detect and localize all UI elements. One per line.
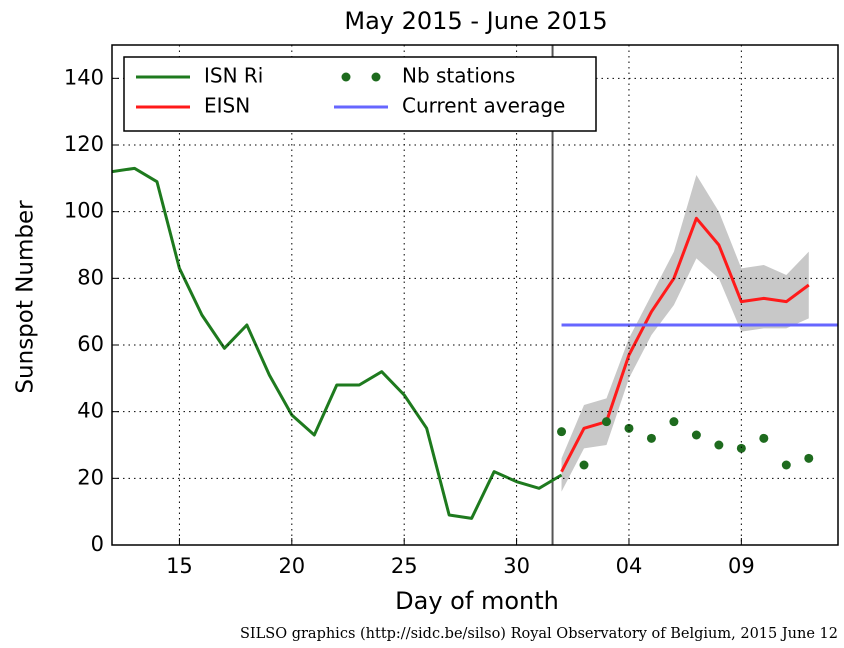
uncertainty-band bbox=[561, 175, 809, 492]
series-line bbox=[112, 166, 563, 520]
plot bbox=[112, 45, 838, 545]
series-dot bbox=[714, 440, 724, 450]
x-tick-label: 25 bbox=[391, 554, 418, 578]
series-dot bbox=[601, 417, 611, 427]
series-dot bbox=[579, 460, 589, 470]
series-dot bbox=[759, 433, 769, 443]
legend-label: Nb stations bbox=[402, 64, 515, 88]
y-tick-label: 20 bbox=[77, 465, 104, 489]
y-tick-label: 140 bbox=[64, 65, 104, 89]
x-tick-label: 04 bbox=[616, 554, 643, 578]
legend-label: ISN Ri bbox=[204, 64, 263, 88]
series-dot bbox=[646, 433, 656, 443]
series-dot bbox=[781, 460, 791, 470]
x-tick-label: 09 bbox=[728, 554, 755, 578]
footer: SILSO graphics (http://sidc.be/silso) Ro… bbox=[240, 626, 838, 642]
series-dot bbox=[691, 430, 701, 440]
series-dot bbox=[736, 443, 746, 453]
series-dot bbox=[624, 423, 634, 433]
series-dot bbox=[669, 417, 679, 427]
plot-frame bbox=[111, 44, 839, 546]
y-tick-label: 100 bbox=[64, 199, 104, 223]
legend-label: EISN bbox=[204, 94, 250, 118]
y-tick-label: 80 bbox=[77, 265, 104, 289]
series-dot bbox=[804, 453, 814, 463]
legend-marker bbox=[371, 72, 381, 82]
x-axis-label: Day of month bbox=[395, 587, 559, 615]
x-tick-label: 20 bbox=[278, 554, 305, 578]
y-tick-label: 40 bbox=[77, 399, 104, 423]
y-axis-label: Sunspot Number bbox=[13, 200, 39, 394]
y-tick-label: 60 bbox=[77, 332, 104, 356]
chart-title: May 2015 - June 2015 bbox=[344, 7, 607, 35]
legend-box bbox=[123, 56, 597, 132]
legend-label: Current average bbox=[402, 94, 565, 118]
y-tick-label: 0 bbox=[91, 532, 104, 556]
y-tick-label: 120 bbox=[64, 132, 104, 156]
series-dot bbox=[557, 427, 567, 437]
x-tick-label: 30 bbox=[503, 554, 530, 578]
legend-marker bbox=[341, 72, 351, 82]
x-tick-label: 15 bbox=[166, 554, 193, 578]
